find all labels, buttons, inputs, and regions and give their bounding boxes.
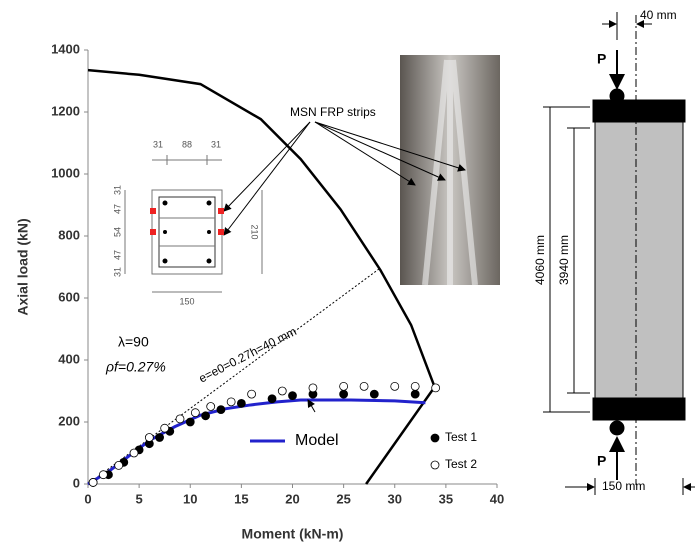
- dim-label: 150: [179, 296, 194, 306]
- dim-label: 4060 mm: [533, 235, 547, 285]
- legend-label: Test 1: [445, 430, 477, 444]
- marker: [339, 389, 349, 399]
- y-tick-label: 0: [73, 475, 80, 490]
- dim-label: 47: [112, 204, 122, 214]
- arrows: [223, 121, 466, 236]
- dim-label: 54: [112, 227, 122, 237]
- x-tick-label: 10: [183, 491, 197, 506]
- x-tick-label: 35: [439, 491, 453, 506]
- series-line: [87, 398, 426, 486]
- dim-label: 88: [182, 139, 192, 149]
- dim-label: 3940 mm: [557, 235, 571, 285]
- marker: [308, 383, 318, 393]
- marker: [190, 408, 200, 418]
- marker: [175, 414, 185, 424]
- annotation: e=e0=0.27h=40 mm: [196, 324, 298, 385]
- marker: [390, 381, 400, 391]
- x-axis-label: Moment (kN-m): [242, 526, 344, 542]
- dim-label: 31: [211, 139, 221, 149]
- marker: [359, 381, 369, 391]
- marker: [216, 405, 226, 415]
- marker: [155, 433, 164, 442]
- annotation: MSN FRP strips: [290, 105, 376, 119]
- dim-label: 31: [112, 185, 122, 195]
- legend-swatch: [430, 460, 440, 470]
- marker: [288, 391, 297, 401]
- cross-section: [124, 155, 263, 293]
- y-tick-label: 400: [58, 351, 80, 366]
- marker: [201, 411, 210, 421]
- marker: [247, 389, 257, 399]
- marker: [88, 478, 98, 487]
- legend-label: Model: [295, 432, 339, 449]
- marker: [431, 383, 441, 393]
- legend-label: Test 2: [445, 457, 477, 471]
- x-tick-label: 15: [234, 491, 248, 506]
- photo: [400, 55, 500, 286]
- legend-swatch: [430, 433, 440, 443]
- marker: [226, 397, 236, 407]
- x-tick-label: 5: [136, 491, 143, 506]
- load-label: P: [597, 51, 606, 67]
- arrow: [307, 399, 316, 413]
- marker: [267, 394, 277, 404]
- column-diagram: [543, 12, 695, 495]
- x-tick-label: 40: [490, 491, 504, 506]
- marker: [114, 460, 124, 470]
- annotation: λ=90: [118, 334, 149, 350]
- marker: [129, 448, 139, 458]
- marker: [339, 381, 349, 391]
- y-tick-label: 1200: [51, 103, 80, 118]
- dim-label: 40 mm: [640, 8, 677, 22]
- plot: 0 200 400 600 800 1000 1200 1400 0 5 10 15 20 25 30 35 4…: [15, 41, 505, 541]
- marker: [236, 398, 246, 408]
- annotation: ρf=0.27%: [105, 359, 166, 375]
- y-tick-label: 1400: [51, 41, 80, 56]
- x-tick-label: 25: [336, 491, 350, 506]
- y-tick-label: 800: [58, 227, 80, 242]
- y-tick-label: 200: [58, 413, 80, 428]
- marker: [277, 386, 287, 396]
- marker: [144, 433, 154, 442]
- marker: [206, 402, 216, 411]
- marker: [160, 423, 170, 433]
- y-axis-label: Axial load (kN): [15, 218, 31, 315]
- interaction-curve: [87, 68, 437, 485]
- marker: [410, 381, 420, 391]
- x-tick-label: 20: [285, 491, 299, 506]
- dim-label: 31: [153, 139, 163, 149]
- marker: [185, 417, 195, 427]
- dim-label: 31: [112, 267, 122, 277]
- dim-label: 47: [112, 250, 122, 260]
- marker: [98, 470, 108, 480]
- dim-label: 150 mm: [602, 479, 645, 493]
- marker: [369, 389, 379, 399]
- y-tick-label: 600: [58, 289, 80, 304]
- x-tick-label: 0: [84, 491, 91, 506]
- dim-label: 210: [250, 224, 260, 239]
- x-tick-label: 30: [388, 491, 402, 506]
- load-label: P: [597, 453, 606, 469]
- marker: [410, 389, 420, 399]
- y-tick-label: 1000: [51, 165, 80, 180]
